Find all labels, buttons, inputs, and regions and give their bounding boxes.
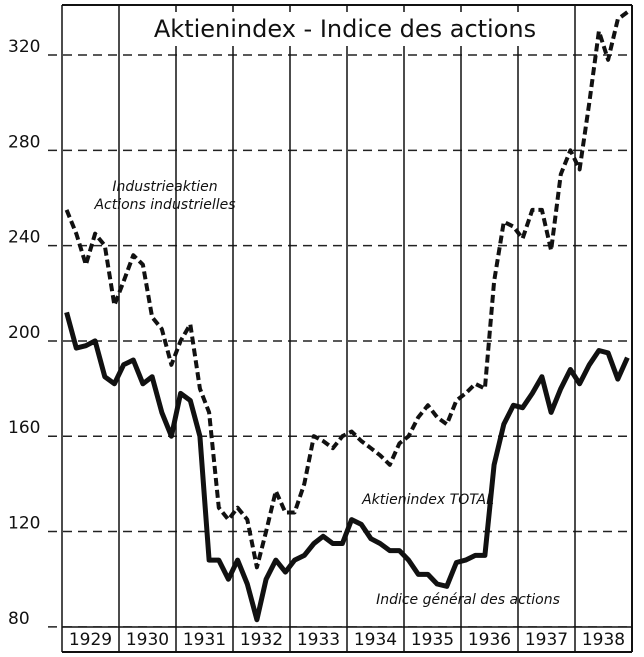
y-tick-label: 160 <box>8 418 40 438</box>
x-tick-label: 1933 <box>297 630 340 650</box>
annotation: Indice général des actions <box>376 592 560 608</box>
series-line <box>64 10 629 570</box>
annotation: Industrieaktien <box>112 179 217 195</box>
x-tick-label: 1938 <box>582 630 625 650</box>
y-tick-label: 120 <box>8 514 40 534</box>
y-tick-label: 200 <box>8 323 40 343</box>
title-box <box>128 12 562 46</box>
y-tick-label: 80 <box>8 609 30 629</box>
x-tick-label: 1936 <box>468 630 511 650</box>
annotation: Actions industrielles <box>93 197 235 213</box>
x-tick-label: 1932 <box>240 630 283 650</box>
series-line <box>64 311 630 623</box>
y-tick-label: 320 <box>8 37 40 57</box>
chart-title: Aktienindex - Indice des actions <box>154 15 536 43</box>
x-tick-label: 1937 <box>525 630 568 650</box>
y-tick-label: 240 <box>8 228 40 248</box>
x-tick-label: 1935 <box>411 630 454 650</box>
y-tick-label: 280 <box>8 132 40 152</box>
annotation: Aktienindex TOTAL <box>361 492 494 508</box>
x-tick-label: 1929 <box>69 630 112 650</box>
x-tick-label: 1930 <box>126 630 169 650</box>
x-tick-label: 1934 <box>354 630 397 650</box>
x-tick-label: 1931 <box>183 630 226 650</box>
